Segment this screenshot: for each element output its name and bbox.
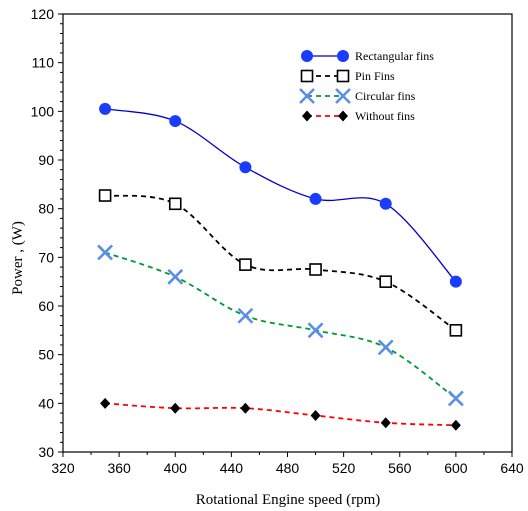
x-tick-label: 560	[388, 460, 412, 476]
y-tick-label: 30	[38, 444, 54, 460]
data-point-3	[100, 397, 111, 409]
x-tick-label: 360	[107, 460, 131, 476]
legend-marker	[338, 110, 348, 122]
x-tick-label: 520	[332, 460, 356, 476]
marker-stroke	[97, 244, 114, 261]
legend: Rectangular fins Pin Fins Circular fins Wit…	[299, 49, 434, 123]
y-tick-label: 120	[31, 6, 55, 22]
data-point-1	[98, 189, 112, 202]
marker-stroke	[167, 268, 184, 285]
legend-marker	[299, 88, 315, 104]
x-tick-label: 320	[51, 460, 75, 476]
y-tick-label: 50	[38, 347, 54, 363]
y-tick-label: 90	[38, 152, 54, 168]
data-point-0	[169, 115, 182, 128]
data-point-3	[240, 402, 251, 414]
data-point-2	[97, 244, 114, 261]
y-tick-label: 80	[38, 201, 54, 217]
data-point-0	[309, 192, 322, 205]
x-tick-label: 600	[444, 460, 468, 476]
x-axis-label: Rotational Engine speed (rpm)	[196, 492, 381, 508]
data-point-0	[239, 161, 252, 174]
marker-stroke	[307, 322, 324, 339]
data-point-0	[449, 275, 462, 288]
data-point-2	[237, 307, 254, 324]
legend-label: Circular fins	[355, 89, 416, 103]
legend-label: Rectangular fins	[355, 49, 434, 63]
marker-stroke	[447, 390, 464, 407]
y-tick-label: 60	[38, 298, 54, 314]
y-tick-label: 100	[31, 103, 55, 119]
axis-ticks: 320 360 400 440 480 520 560 600 640 30 40 50 60 70 80 9…	[31, 6, 524, 476]
data-point-1	[449, 324, 463, 337]
data-point-1	[379, 275, 393, 288]
data-point-2	[307, 322, 324, 339]
data-point-3	[450, 419, 461, 431]
legend-marker	[300, 69, 314, 83]
legend-marker	[335, 88, 351, 104]
series-markers	[97, 102, 464, 431]
x-tick-label: 400	[164, 460, 188, 476]
data-point-0	[99, 102, 112, 115]
y-tick-label: 110	[32, 55, 55, 71]
series-lines	[104, 108, 457, 427]
x-tick-label: 480	[276, 460, 300, 476]
y-tick-label: 40	[38, 395, 54, 411]
x-tick-label: 440	[220, 460, 244, 476]
data-point-1	[168, 197, 182, 211]
x-tick-label: 640	[500, 460, 524, 476]
data-point-1	[239, 258, 252, 271]
data-point-2	[377, 339, 394, 356]
legend-marker	[302, 110, 312, 122]
y-tick-label: 70	[38, 249, 54, 265]
data-point-2	[167, 268, 184, 285]
data-point-1	[309, 263, 322, 276]
series-line-0	[104, 108, 457, 283]
legend-label: Pin Fins	[355, 69, 395, 83]
marker-stroke	[237, 307, 254, 324]
series-line-1	[104, 194, 457, 332]
data-point-3	[310, 410, 321, 421]
marker-stroke	[377, 339, 394, 356]
data-point-0	[379, 197, 392, 210]
marker-stroke	[299, 88, 315, 104]
series-line-2	[104, 251, 457, 400]
plot-frame	[62, 13, 513, 453]
data-point-3	[170, 402, 181, 414]
legend-marker	[337, 50, 349, 62]
series-line-3	[105, 402, 456, 427]
data-point-2	[447, 390, 464, 407]
legend-marker	[336, 69, 350, 83]
y-axis-label: Power , (W)	[10, 221, 26, 295]
marker-stroke	[335, 88, 351, 104]
data-point-3	[380, 417, 391, 429]
legend-marker	[301, 50, 313, 62]
legend-label: Without fins	[355, 109, 415, 123]
plot-area	[62, 13, 513, 453]
